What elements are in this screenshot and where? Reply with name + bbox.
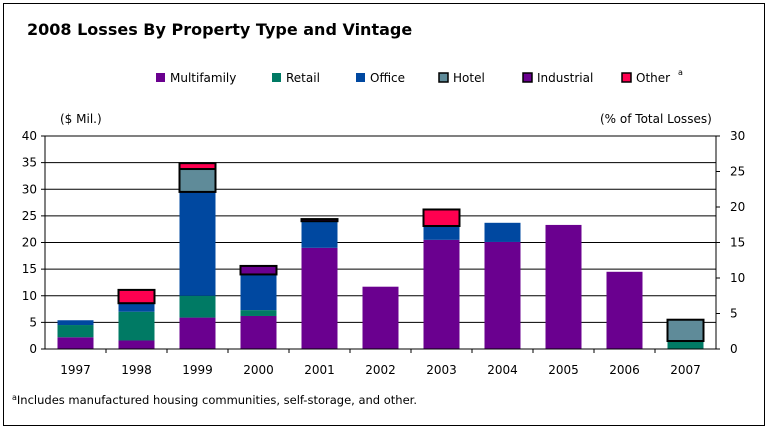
bar-other-1999: [178, 162, 217, 171]
right-tick-label: 10: [730, 271, 745, 285]
legend-swatch-hotel: [438, 72, 449, 83]
bar-office-2004: [484, 222, 521, 242]
bar-retail-1998: [118, 311, 155, 341]
x-tick-label: 1999: [182, 363, 213, 377]
bar-multifamily-2004: [484, 241, 521, 349]
footnote-text: Includes manufactured housing communitie…: [16, 393, 417, 407]
legend-swatch-industrial: [522, 72, 533, 83]
bar-hotel-1999: [178, 168, 217, 193]
x-tick-label: 1998: [121, 363, 152, 377]
left-tick-label: 0: [29, 342, 37, 356]
x-tick-label: 2003: [426, 363, 457, 377]
bar-other-1998: [117, 288, 156, 305]
legend-note-marker: a: [678, 68, 683, 77]
x-tick-label: 2000: [243, 363, 274, 377]
bar-office-2000: [240, 274, 277, 311]
x-tick-label: 2005: [548, 363, 579, 377]
legend-label-retail: Retail: [286, 71, 320, 85]
footnote: aIncludes manufactured housing communiti…: [12, 393, 417, 407]
left-tick-label: 20: [22, 236, 37, 250]
bar-multifamily-1999: [179, 317, 216, 349]
bar-multifamily-2001: [301, 247, 338, 349]
chart-title: 2008 Losses By Property Type and Vintage: [27, 20, 413, 39]
bar-industrial-2000: [239, 264, 278, 276]
bar-other-2003: [422, 208, 461, 227]
bar-retail-2007: [667, 341, 704, 349]
legend-label-hotel: Hotel: [453, 71, 485, 85]
bar-multifamily-2000: [240, 315, 277, 349]
x-tick-label: 2001: [304, 363, 335, 377]
right-tick-label: 5: [730, 307, 738, 321]
bar-office-2001: [301, 221, 338, 248]
bar-retail-1997: [57, 325, 94, 338]
bar-multifamily-2006: [606, 271, 643, 349]
bar-retail-2000: [240, 310, 277, 316]
x-tick-label: 2002: [365, 363, 396, 377]
legend-swatch-office: [356, 73, 365, 82]
x-tick-label: 2006: [609, 363, 640, 377]
right-tick-label: 30: [730, 129, 745, 143]
gridlines: [45, 162, 716, 323]
x-tick-label: 2007: [670, 363, 701, 377]
right-tick-label: 0: [730, 342, 738, 356]
legend-swatch-retail: [272, 73, 281, 82]
legend-label-multifamily: Multifamily: [170, 71, 236, 85]
bar-multifamily-2005: [545, 224, 582, 349]
right-axis-label: (% of Total Losses): [600, 112, 712, 126]
bar-multifamily-2002: [362, 286, 399, 349]
right-tick-label: 25: [730, 165, 745, 179]
left-tick-label: 40: [22, 129, 37, 143]
bar-industrial-2001: [300, 218, 339, 223]
bar-retail-1999: [179, 295, 216, 318]
right-tick-label: 15: [730, 236, 745, 250]
left-tick-label: 15: [22, 262, 37, 276]
legend-swatch-other: [621, 72, 632, 83]
legend-label-other: Other: [636, 71, 670, 85]
left-tick-label: 35: [22, 156, 37, 170]
bar-office-1999: [179, 191, 216, 296]
bar-office-1997: [57, 320, 94, 326]
legend: Multifamily Retail Office Hotel Industrial Ot…: [156, 68, 683, 85]
left-tick-label: 25: [22, 209, 37, 223]
bar-multifamily-2003: [423, 239, 460, 349]
footnote-marker: a: [12, 393, 17, 402]
left-tick-label: 5: [29, 315, 37, 329]
x-tick-label: 1997: [60, 363, 91, 377]
bar-multifamily-1998: [118, 340, 155, 349]
left-tick-label: 10: [22, 289, 37, 303]
bar-hotel-2007: [666, 318, 705, 343]
left-tick-label: 30: [22, 182, 37, 196]
axes: 0 5 10 15 20 25 30 35 40 0 5 10 15 20 25 30 1997 1998 1999…: [22, 129, 746, 377]
x-tick-label: 2004: [487, 363, 518, 377]
legend-label-industrial: Industrial: [537, 71, 593, 85]
left-axis-label: ($ Mil.): [60, 112, 102, 126]
bars: [57, 162, 705, 349]
chart-frame: [3, 3, 765, 426]
legend-label-office: Office: [370, 71, 405, 85]
bar-office-2003: [423, 225, 460, 240]
bar-multifamily-1997: [57, 337, 94, 349]
legend-swatch-multifamily: [156, 73, 165, 82]
bar-office-1998: [118, 303, 155, 312]
right-tick-label: 20: [730, 200, 745, 214]
